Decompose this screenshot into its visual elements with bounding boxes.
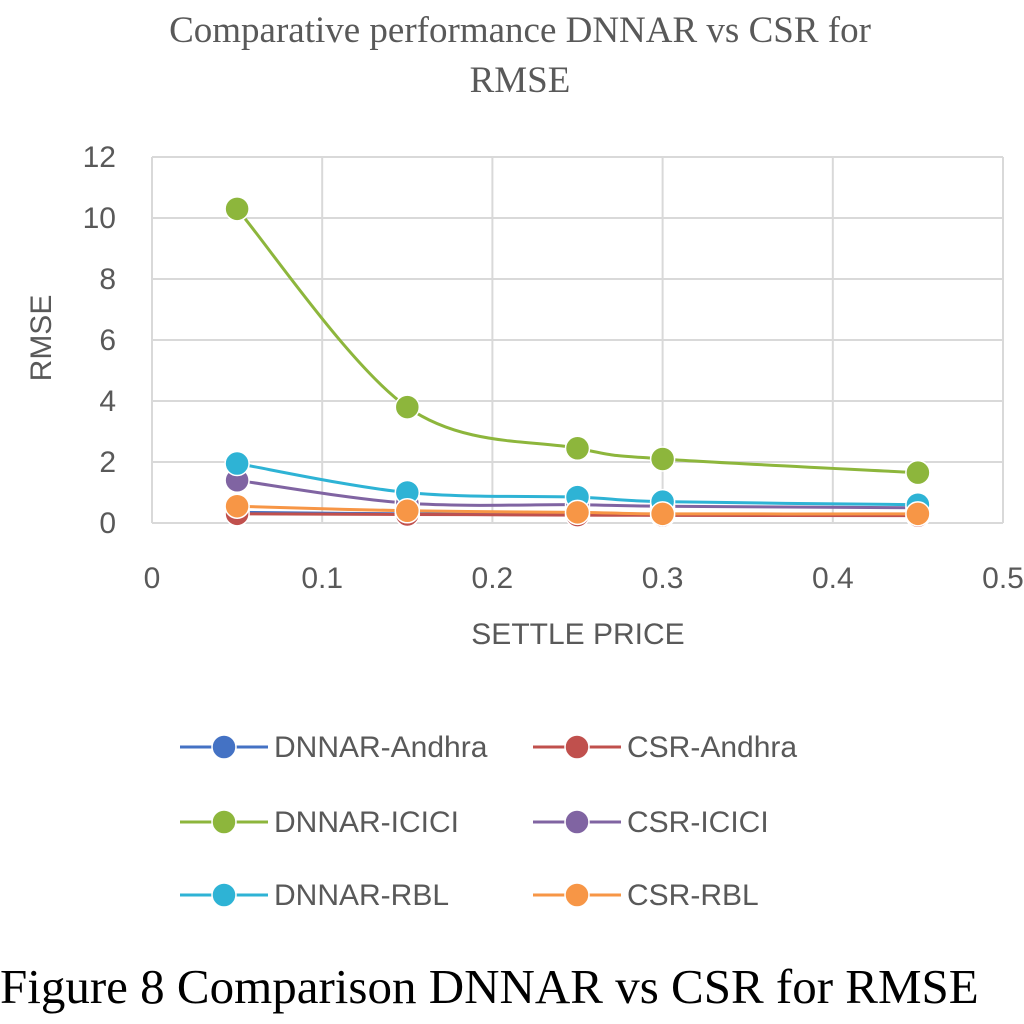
legend-item-csr-rbl: CSR-RBL (533, 879, 759, 912)
legend-marker (564, 882, 590, 908)
x-tick-label: 0.2 (472, 562, 514, 595)
data-point-dnnar-icici (905, 459, 931, 486)
data-point-csr-rbl (564, 499, 591, 526)
legend-item-dnnar-icici: DNNAR-ICICI (180, 806, 459, 839)
line-chart: Comparative performance DNNAR vs CSR for… (25, 10, 1024, 912)
data-point-dnnar-icici (564, 435, 591, 462)
y-tick-label: 8 (99, 263, 116, 296)
series-csr-rbl (224, 493, 931, 527)
legend-marker (211, 809, 237, 835)
data-point-csr-rbl (224, 493, 250, 519)
y-tick-label: 10 (83, 202, 116, 235)
x-axis-title: SETTLE PRICE (471, 618, 684, 651)
data-point-csr-rbl (394, 498, 421, 524)
legend-label: DNNAR-ICICI (274, 806, 459, 839)
x-tick-label: 0.4 (812, 562, 854, 595)
x-tick-label: 0.3 (642, 562, 684, 595)
legend-marker (564, 809, 590, 835)
data-point-dnnar-icici (649, 446, 676, 472)
legend-item-dnnar-andhra: DNNAR-Andhra (180, 731, 488, 764)
data-point-csr-rbl (905, 501, 931, 527)
x-tick-label: 0.5 (982, 562, 1024, 595)
y-tick-label: 6 (99, 324, 116, 357)
legend-marker (564, 734, 590, 760)
y-tick-label: 12 (83, 141, 116, 174)
data-point-dnnar-icici (224, 196, 250, 222)
legend-label: DNNAR-RBL (274, 879, 449, 912)
axis-ticks: 0 2 4 6 8 10 12 0 0.1 0.2 0.3 0.4 0.5 (83, 141, 1024, 595)
legend-label: CSR-RBL (627, 879, 759, 912)
plot-series (224, 196, 931, 529)
legend: DNNAR-Andhra CSR-Andhra DNNAR-ICICI CSR-ICI… (180, 731, 797, 912)
y-tick-label: 2 (99, 446, 116, 479)
data-point-csr-rbl (649, 501, 676, 527)
y-tick-label: 4 (99, 385, 116, 418)
plot-grid (151, 156, 1004, 524)
legend-item-dnnar-rbl: DNNAR-RBL (180, 879, 449, 912)
y-tick-label: 0 (99, 507, 116, 540)
x-tick-label: 0 (144, 562, 161, 595)
x-tick-label: 0.1 (301, 562, 343, 595)
legend-label: CSR-ICICI (627, 806, 769, 839)
chart-title-line-2: RMSE (470, 60, 571, 101)
legend-item-csr-icici: CSR-ICICI (533, 806, 769, 839)
figure-caption: Figure 8 Comparison DNNAR vs CSR for RMS… (0, 959, 979, 1014)
chart-title-line-1: Comparative performance DNNAR vs CSR for (169, 10, 871, 51)
legend-marker (211, 882, 237, 908)
y-axis-title: RMSE (25, 295, 58, 382)
data-point-dnnar-rbl (224, 450, 250, 477)
data-point-dnnar-icici (394, 394, 421, 420)
legend-item-csr-andhra: CSR-Andhra (533, 731, 797, 764)
legend-label: CSR-Andhra (627, 731, 797, 764)
legend-marker (211, 734, 237, 760)
legend-label: DNNAR-Andhra (274, 731, 488, 764)
series-dnnar-icici (224, 196, 931, 486)
